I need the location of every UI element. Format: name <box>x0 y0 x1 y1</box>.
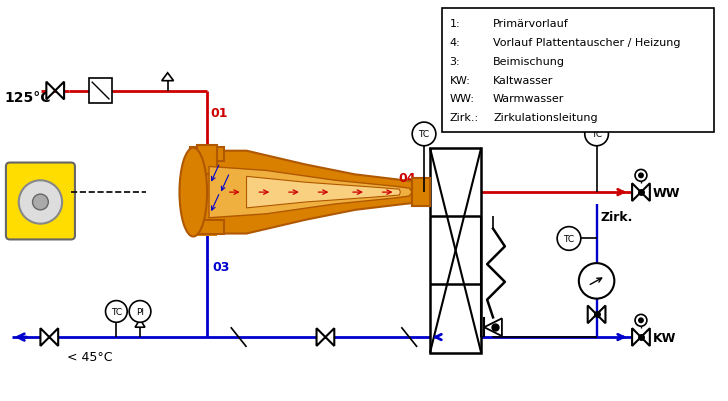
Text: KW: KW <box>653 331 676 344</box>
Polygon shape <box>135 320 145 327</box>
Text: WW:: WW: <box>450 94 475 104</box>
Polygon shape <box>209 167 412 218</box>
Polygon shape <box>325 328 334 346</box>
Circle shape <box>638 318 644 324</box>
Text: 04: 04 <box>399 171 416 184</box>
Text: Beimischung: Beimischung <box>493 57 565 67</box>
FancyBboxPatch shape <box>6 163 75 240</box>
Circle shape <box>635 170 647 182</box>
Polygon shape <box>641 184 650 201</box>
Text: 03: 03 <box>212 260 229 273</box>
Text: WW: WW <box>653 186 680 199</box>
Polygon shape <box>632 328 641 346</box>
Polygon shape <box>50 328 58 346</box>
Circle shape <box>412 123 436 146</box>
Polygon shape <box>247 177 400 209</box>
Text: TC: TC <box>591 130 602 139</box>
Circle shape <box>19 181 62 224</box>
Text: Vorlauf Plattentauscher / Heizung: Vorlauf Plattentauscher / Heizung <box>493 38 681 48</box>
Circle shape <box>557 227 581 251</box>
Circle shape <box>129 301 151 322</box>
Bar <box>412 179 430 207</box>
Text: 65°C: 65°C <box>428 185 461 198</box>
Text: 01: 01 <box>210 107 228 119</box>
Text: 125°C: 125°C <box>4 91 50 105</box>
Text: Zirk.: Zirk. <box>601 211 633 224</box>
Bar <box>430 148 481 353</box>
Polygon shape <box>47 83 55 100</box>
Text: KW:: KW: <box>450 75 470 85</box>
Bar <box>89 79 112 104</box>
Text: 3:: 3: <box>450 57 460 67</box>
Text: Zirkulationsleitung: Zirkulationsleitung <box>493 113 598 123</box>
Bar <box>190 220 223 234</box>
Polygon shape <box>596 306 606 324</box>
Polygon shape <box>587 306 596 324</box>
Text: TC: TC <box>419 130 430 139</box>
Bar <box>190 148 223 161</box>
Bar <box>442 9 714 133</box>
Polygon shape <box>641 328 650 346</box>
Polygon shape <box>193 151 426 234</box>
Circle shape <box>33 194 48 211</box>
Polygon shape <box>632 184 641 201</box>
Polygon shape <box>162 74 173 81</box>
Circle shape <box>635 315 647 326</box>
Text: TC: TC <box>111 307 122 316</box>
Text: TC: TC <box>563 234 574 243</box>
Text: 1:: 1: <box>450 19 460 29</box>
Circle shape <box>579 263 614 299</box>
Circle shape <box>585 123 609 146</box>
Polygon shape <box>317 328 325 346</box>
Text: 4:: 4: <box>450 38 460 48</box>
Circle shape <box>638 173 644 179</box>
Text: Warmwasser: Warmwasser <box>493 94 564 104</box>
Text: Kaltwasser: Kaltwasser <box>493 75 553 85</box>
Circle shape <box>106 301 127 322</box>
Text: < 45°C: < 45°C <box>67 350 113 363</box>
Text: PI: PI <box>136 307 144 316</box>
Polygon shape <box>55 83 64 100</box>
Polygon shape <box>41 328 50 346</box>
Text: Zirk.:: Zirk.: <box>450 113 479 123</box>
Bar <box>197 146 217 175</box>
Polygon shape <box>484 318 502 336</box>
Text: Primärvorlauf: Primärvorlauf <box>493 19 569 29</box>
Bar <box>197 209 217 237</box>
Ellipse shape <box>180 148 207 237</box>
